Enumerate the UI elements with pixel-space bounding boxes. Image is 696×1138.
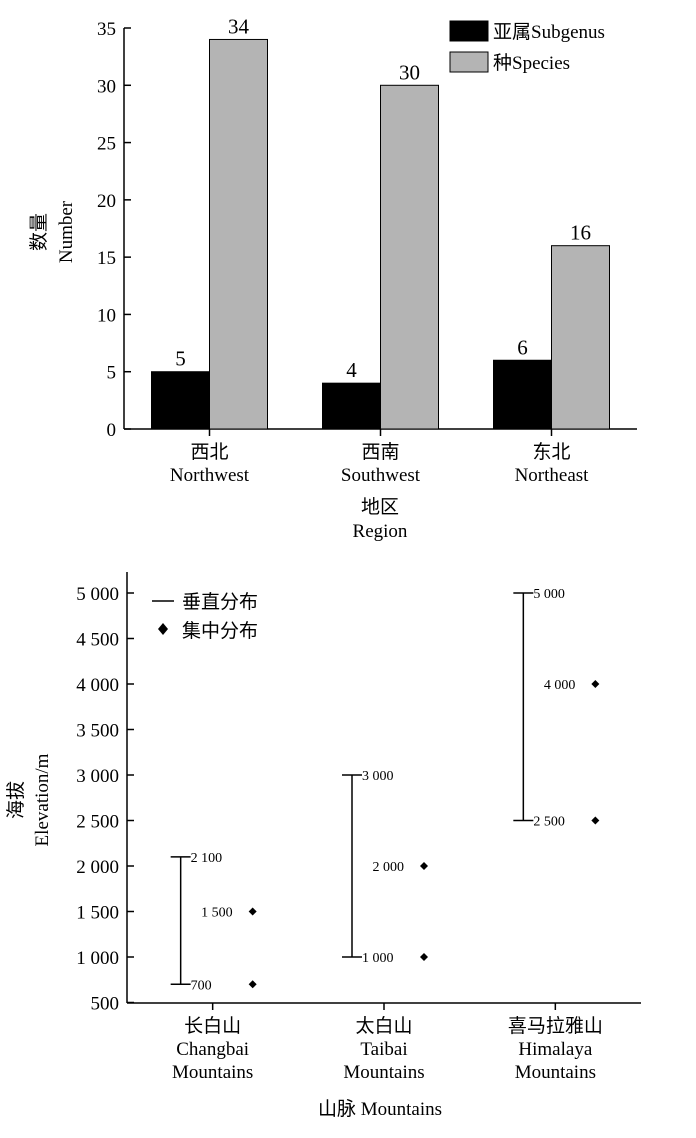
- concentrated-point: [248, 907, 257, 916]
- elev-ytick-label: 5 000: [76, 584, 119, 605]
- elev-ytick-label: 4 500: [76, 630, 119, 651]
- legend-label-concentrated: 集中分布: [182, 620, 258, 642]
- mountain-suffix: Mountains: [343, 1062, 424, 1083]
- legend-diamond-concentrated: [158, 623, 168, 635]
- concentrated-point: [420, 862, 428, 870]
- bar-category-en: Northwest: [170, 465, 250, 486]
- concentrated-point: [248, 980, 257, 989]
- elev-ylabel-en: Elevation/m: [32, 753, 53, 846]
- elev-ytick-label: 2 500: [76, 812, 119, 833]
- bar-category-en: Northeast: [515, 465, 590, 486]
- bar-ytick-label: 25: [97, 134, 116, 155]
- bar-ytick-label: 30: [97, 76, 116, 97]
- bar-data-label: 16: [570, 221, 591, 245]
- elev-legend: 垂直分布 集中分布: [152, 591, 258, 642]
- legend-label-species: 种Species: [493, 52, 570, 74]
- concentrated-point: [420, 953, 428, 961]
- bar-xlabel-cn: 地区: [361, 496, 399, 518]
- bar-legend: 亚属Subgenus 种Species: [449, 20, 605, 74]
- bar-category-en: Southwest: [341, 465, 421, 486]
- concentrated-point-label: 1 500: [201, 906, 233, 921]
- bar-ytick-label: 20: [97, 191, 116, 212]
- elev-ytick-label: 1 500: [76, 903, 119, 924]
- mountain-name-en: Changbai: [176, 1039, 249, 1060]
- elev-ytick-label: 4 000: [76, 675, 119, 696]
- mountain-suffix: Mountains: [515, 1062, 596, 1083]
- bar-species: [209, 38, 268, 430]
- elev-ytick-label: 3 500: [76, 721, 119, 742]
- legend-label-vertical: 垂直分布: [182, 591, 258, 613]
- bar-ytick-label: 15: [97, 248, 116, 269]
- bar-subgenus: [322, 382, 381, 430]
- vertical-range-label: 2 500: [533, 815, 565, 830]
- mountain-name-cn: 长白山: [184, 1015, 241, 1037]
- elev-ylabel-cn: 海拔: [5, 781, 27, 819]
- vertical-range-label: 1 000: [362, 951, 394, 966]
- mountain-name-cn: 太白山: [355, 1015, 412, 1037]
- bar-ytick-label: 5: [107, 363, 117, 384]
- legend-swatch-subgenus: [449, 20, 489, 42]
- elev-ytick-label: 1 000: [76, 948, 119, 969]
- concentrated-point: [591, 816, 600, 825]
- mountain-suffix: Mountains: [172, 1062, 253, 1083]
- bar-subgenus: [151, 371, 210, 430]
- concentrated-point-label: 2 000: [373, 860, 405, 875]
- legend-swatch-species: [449, 51, 489, 73]
- bar-ytick-label: 10: [97, 305, 116, 326]
- bar-data-label: 4: [346, 358, 357, 382]
- mountain-name-en: Himalaya: [518, 1039, 592, 1060]
- bar-species: [380, 84, 439, 430]
- vertical-range-label: 2 100: [191, 851, 223, 866]
- elev-xlabel: 山脉 Mountains: [318, 1098, 442, 1120]
- bar-subgenus: [493, 359, 552, 430]
- concentrated-point: [591, 680, 600, 688]
- vertical-range-label: 5 000: [533, 587, 565, 602]
- mountain-name-en: Taibai: [360, 1039, 407, 1060]
- bar-species: [551, 245, 610, 430]
- mountain-name-cn: 喜马拉雅山: [508, 1015, 603, 1037]
- bar-data-label: 34: [228, 14, 250, 38]
- bar-data-label: 30: [399, 60, 420, 84]
- elev-ytick-label: 2 000: [76, 857, 119, 878]
- bar-data-label: 5: [175, 347, 186, 371]
- legend-label-subgenus: 亚属Subgenus: [493, 22, 605, 43]
- bar-xlabel-en: Region: [353, 521, 408, 542]
- vertical-range-label: 3 000: [362, 769, 394, 784]
- bar-ylabel-cn: 数量: [28, 213, 50, 251]
- bar-category-cn: 西北: [190, 441, 228, 463]
- vertical-range-label: 700: [191, 978, 212, 993]
- bar-data-label: 6: [517, 335, 528, 359]
- concentrated-point-label: 4 000: [544, 678, 576, 693]
- bar-category-cn: 西南: [361, 441, 399, 463]
- bar-ytick-label: 0: [107, 420, 117, 441]
- elevation-chart: 500 1 000 1 500 2 000 2 500 3 000 3 500 4 000 4 …: [5, 572, 641, 1120]
- bar-ytick-label: 35: [97, 19, 116, 40]
- bar-ylabel-en: Number: [56, 200, 77, 263]
- bar-category-cn: 东北: [532, 441, 570, 463]
- elev-ytick-label: 3 000: [76, 766, 119, 787]
- elev-ytick-label: 500: [91, 994, 120, 1015]
